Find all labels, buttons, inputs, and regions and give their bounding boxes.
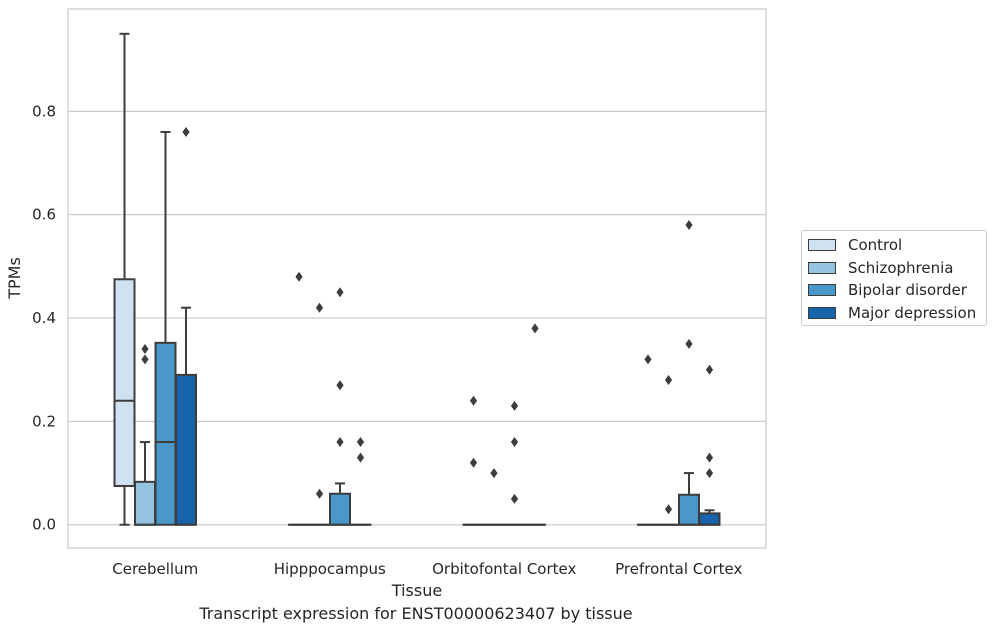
outlier-point: [141, 354, 149, 365]
outlier-point: [644, 354, 652, 365]
box-body: [678, 493, 700, 526]
legend-label: Major depression: [848, 304, 977, 322]
tick-labels: 0.0 0.2 0.4 0.6 0.8 Cerebellum Hipppocampus Orb…: [32, 102, 742, 578]
outlier-point: [510, 400, 519, 411]
box-body: [134, 480, 156, 526]
outlier-point: [685, 220, 693, 231]
box-bipolar-disorder: [678, 472, 700, 526]
legend-swatch: [808, 307, 836, 319]
y-axis-label: TPMs: [5, 257, 24, 300]
legend-swatch: [808, 262, 836, 274]
legend-label: Schizophrenia: [848, 259, 954, 277]
outlier-point: [705, 452, 714, 463]
x-tick-label: Orbitofontal Cortex: [432, 560, 576, 578]
outlier-point: [182, 126, 190, 137]
x-tick-label: Prefrontal Cortex: [615, 560, 742, 578]
y-tick-label: 0.8: [32, 102, 56, 120]
box-schizophrenia: [134, 441, 156, 526]
outlier-point: [510, 493, 519, 504]
outlier-point: [531, 323, 539, 334]
outlier-point: [469, 457, 478, 468]
box-control: [113, 32, 136, 526]
outlier-point: [141, 344, 149, 355]
box-layer: [113, 32, 721, 526]
box-body: [329, 492, 351, 526]
legend-item-major-depression: Major depression: [808, 303, 976, 323]
outlier-point: [315, 302, 324, 313]
box-major-depression: [698, 509, 721, 526]
box-body: [154, 341, 177, 526]
plot-frame: [67, 8, 767, 549]
y-tick-label: 0.0: [32, 516, 56, 534]
y-tick-label: 0.6: [32, 206, 56, 224]
legend-item-bipolar-disorder: Bipolar disorder: [808, 280, 967, 300]
outlier-point: [356, 437, 365, 448]
legend-swatch: [808, 239, 836, 251]
y-tick-label: 0.4: [32, 309, 56, 327]
flier-layer: [141, 126, 714, 515]
x-axis-label: Tissue: [391, 581, 442, 600]
legend-label: Bipolar disorder: [848, 281, 967, 299]
outlier-point: [336, 380, 344, 391]
legend-swatch: [808, 284, 836, 296]
outlier-point: [356, 452, 365, 463]
x-tick-label: Cerebellum: [112, 560, 198, 578]
outlier-point: [510, 437, 519, 448]
outlier-point: [685, 338, 693, 349]
y-tick-label: 0.2: [32, 412, 56, 430]
outlier-point: [705, 468, 714, 479]
x-tick-label: Hipppocampus: [274, 560, 386, 578]
outlier-point: [315, 488, 324, 499]
outlier-point: [295, 271, 303, 282]
outlier-point: [490, 468, 498, 479]
box-body: [175, 373, 197, 526]
legend-item-control: Control: [808, 235, 902, 255]
box-body: [698, 512, 721, 526]
legend: Control Schizophrenia Bipolar disorder M…: [801, 230, 987, 326]
outlier-point: [664, 375, 673, 386]
outlier-point: [336, 437, 344, 448]
box-bipolar-disorder: [154, 130, 177, 526]
outlier-point: [705, 364, 714, 375]
outlier-point: [469, 395, 478, 406]
outlier-point: [664, 504, 673, 515]
box-major-depression: [175, 306, 197, 526]
box-body: [113, 278, 136, 487]
legend-item-schizophrenia: Schizophrenia: [808, 258, 953, 278]
figure-caption: Transcript expression for ENST0000062340…: [199, 604, 633, 623]
outlier-point: [336, 287, 344, 298]
box-bipolar-disorder: [329, 482, 351, 526]
legend-label: Control: [848, 236, 903, 254]
